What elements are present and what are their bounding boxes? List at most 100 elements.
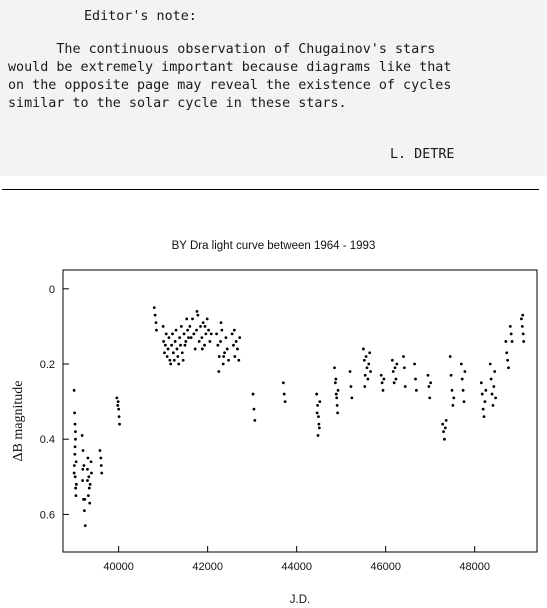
data-point bbox=[364, 355, 368, 358]
data-point bbox=[180, 351, 184, 355]
data-point bbox=[80, 434, 84, 437]
chart-title: BY Dra light curve between 1964 - 1993 bbox=[171, 240, 376, 252]
data-point bbox=[167, 336, 171, 340]
data-point bbox=[414, 377, 417, 381]
data-point bbox=[178, 336, 182, 340]
data-point bbox=[449, 373, 453, 377]
data-point bbox=[191, 317, 194, 321]
data-point bbox=[379, 373, 383, 377]
data-point bbox=[522, 340, 526, 343]
data-point bbox=[367, 362, 371, 366]
note-line: similar to the solar cycle in these star… bbox=[8, 96, 347, 111]
x-tick-label: 48000 bbox=[459, 561, 490, 573]
data-point bbox=[86, 456, 90, 460]
data-point bbox=[380, 381, 384, 385]
data-point bbox=[185, 317, 189, 321]
data-point bbox=[520, 325, 524, 328]
data-point bbox=[163, 351, 166, 355]
y-axis-label: ΔB magnitude bbox=[11, 381, 26, 462]
data-point bbox=[87, 475, 91, 479]
y-tick-label: 0.6 bbox=[40, 509, 55, 521]
data-point bbox=[282, 392, 286, 396]
data-point bbox=[335, 396, 339, 400]
data-point bbox=[232, 328, 236, 332]
data-point bbox=[391, 370, 395, 373]
data-point bbox=[480, 392, 484, 396]
data-point bbox=[117, 407, 121, 411]
data-point bbox=[115, 396, 119, 400]
data-point bbox=[251, 392, 255, 396]
data-point bbox=[224, 336, 228, 340]
data-point bbox=[203, 325, 207, 328]
data-point bbox=[315, 411, 319, 415]
data-point bbox=[462, 400, 466, 403]
data-point bbox=[450, 388, 454, 392]
data-point bbox=[363, 385, 367, 388]
data-point bbox=[508, 325, 512, 328]
data-point bbox=[232, 343, 235, 347]
data-point bbox=[74, 460, 78, 464]
data-point bbox=[201, 321, 205, 325]
data-point bbox=[179, 325, 183, 328]
data-point bbox=[217, 370, 221, 373]
data-point bbox=[187, 336, 190, 340]
data-point bbox=[428, 396, 432, 400]
data-point bbox=[154, 321, 158, 325]
data-point bbox=[237, 358, 241, 362]
data-point bbox=[451, 403, 455, 407]
data-point bbox=[368, 351, 372, 355]
data-point bbox=[207, 328, 210, 332]
data-point bbox=[317, 426, 321, 430]
data-point bbox=[163, 343, 167, 347]
data-point bbox=[87, 486, 91, 490]
data-point bbox=[174, 328, 178, 332]
data-point bbox=[170, 343, 173, 347]
data-point bbox=[171, 332, 174, 336]
data-point bbox=[220, 328, 224, 332]
data-point bbox=[452, 396, 456, 400]
data-point bbox=[162, 340, 165, 343]
data-point bbox=[429, 381, 433, 385]
data-point bbox=[317, 422, 321, 426]
data-point bbox=[208, 340, 212, 343]
data-point bbox=[414, 388, 418, 392]
data-point bbox=[205, 317, 209, 321]
data-point bbox=[442, 430, 445, 434]
data-point bbox=[195, 328, 198, 332]
data-point bbox=[171, 351, 175, 355]
data-point bbox=[82, 509, 86, 513]
data-point bbox=[166, 347, 170, 351]
data-point bbox=[443, 437, 446, 441]
data-point bbox=[117, 415, 121, 419]
data-point bbox=[333, 366, 336, 370]
y-tick-label: 0 bbox=[49, 284, 55, 296]
data-point bbox=[161, 325, 165, 328]
data-point bbox=[215, 332, 218, 336]
data-point bbox=[491, 403, 495, 407]
note-line: The continuous observation of Chugainov'… bbox=[8, 42, 436, 57]
data-point bbox=[318, 400, 322, 403]
data-point bbox=[382, 377, 386, 381]
data-point bbox=[479, 381, 483, 385]
data-point bbox=[193, 347, 197, 351]
data-point bbox=[402, 366, 406, 370]
x-tick-label: 40000 bbox=[103, 561, 134, 573]
x-tick-label: 42000 bbox=[192, 561, 223, 573]
data-point bbox=[175, 347, 179, 351]
data-point bbox=[366, 377, 370, 381]
data-point bbox=[182, 332, 186, 336]
data-point bbox=[83, 497, 87, 501]
data-point bbox=[316, 403, 319, 407]
data-point bbox=[183, 343, 187, 347]
data-point bbox=[504, 340, 508, 343]
data-point bbox=[74, 486, 78, 490]
data-point bbox=[83, 524, 87, 528]
data-point bbox=[484, 388, 488, 392]
data-point bbox=[173, 340, 177, 343]
data-point bbox=[482, 415, 486, 419]
data-point bbox=[506, 358, 510, 362]
data-point bbox=[315, 392, 319, 396]
data-point bbox=[426, 373, 430, 377]
data-point bbox=[335, 403, 339, 407]
data-point bbox=[333, 381, 337, 385]
